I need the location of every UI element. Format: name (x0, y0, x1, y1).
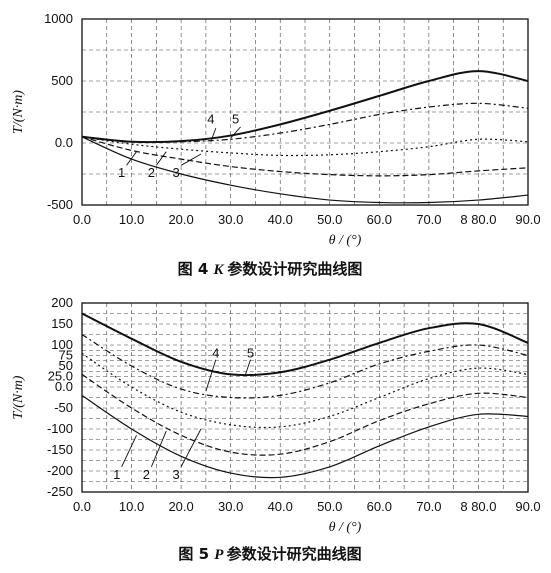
y-tick-label: -150 (47, 442, 73, 457)
x-tick-label: 90.0 (515, 212, 540, 227)
series-line-4 (81, 333, 529, 399)
y-tick-label: 100 (51, 337, 73, 352)
y-tick-label: 1000 (44, 11, 73, 26)
series-line-4 (81, 102, 529, 143)
series-label-4: 4 (212, 345, 219, 360)
caption-number: 图 4 (178, 260, 214, 278)
series-pointer-1 (126, 151, 137, 166)
series-label-4: 4 (207, 111, 214, 126)
y-tick-label: 0.0 (55, 379, 73, 394)
chart-panel-1: 0.0 10.0 20.0 30.0 40.0 50.0 60.0 70.0 8 80.0 90.… (11, 11, 541, 278)
x-tick-label: 70.0 (416, 499, 441, 514)
figure-caption: 图 4 K 参数设计研究曲线图 (178, 260, 363, 278)
x-tick-label: 8 80.0 (460, 499, 496, 514)
series-line-5 (81, 312, 529, 377)
series-pointer-5 (230, 126, 241, 139)
x-tick-label: 20.0 (168, 499, 193, 514)
x-tick-label: 10.0 (119, 499, 144, 514)
plot-frame (81, 18, 529, 206)
x-tick-label: 60.0 (367, 212, 392, 227)
x-tick-label: 8 80.0 (460, 212, 496, 227)
x-tick-label: 50.0 (317, 499, 342, 514)
x-tick-label: 40.0 (268, 499, 293, 514)
series-pointer-3 (180, 428, 202, 468)
series-label-1: 1 (113, 467, 120, 482)
series-label-2: 2 (148, 165, 155, 180)
series-pointer-5 (245, 359, 251, 375)
y-tick-label: -500 (47, 197, 73, 212)
series-line-1 (81, 394, 529, 479)
caption-parameter: P (214, 547, 226, 563)
y-tick-label: 500 (51, 73, 73, 88)
caption-number: 图 5 (178, 545, 214, 563)
x-tick-label: 40.0 (268, 212, 293, 227)
figure-caption: 图 5 P 参数设计研究曲线图 (178, 545, 361, 563)
y-tick-label: 200 (51, 295, 73, 310)
x-axis-label: θ / (°) (329, 233, 362, 248)
y-tick-label: 150 (51, 316, 73, 331)
series-line-2 (81, 373, 529, 456)
series-pointer-3 (180, 153, 202, 166)
series-label-5: 5 (247, 345, 254, 360)
series-pointer-4 (210, 127, 217, 142)
x-tick-label: 0.0 (73, 499, 91, 514)
x-tick-label: 0.0 (73, 212, 91, 227)
series-line-1 (81, 136, 529, 204)
y-tick-label: 0.0 (55, 135, 73, 150)
caption-text: 参数设计研究曲线图 (227, 260, 362, 278)
y-tick-label: 25.0 (48, 369, 73, 384)
y-tick-label: -250 (47, 484, 73, 499)
series-pointer-2 (150, 430, 167, 467)
series-line-5 (81, 70, 529, 144)
series-pointer-4 (205, 359, 217, 392)
x-tick-label: 90.0 (515, 499, 540, 514)
y-axis-label: T/(N·m) (11, 375, 26, 419)
x-tick-label: 70.0 (416, 212, 441, 227)
series-label-2: 2 (143, 467, 150, 482)
series-pointer-2 (155, 151, 167, 166)
series-label-1: 1 (118, 165, 125, 180)
series-label-3: 3 (173, 165, 180, 180)
x-tick-label: 30.0 (218, 212, 243, 227)
caption-parameter: K (213, 262, 228, 278)
caption-text: 参数设计研究曲线图 (227, 545, 362, 563)
x-axis-label: θ / (°) (329, 520, 362, 535)
chart-panel-2: 0.0 10.0 20.0 30.0 40.0 50.0 60.0 70.0 8 80.0 90.… (11, 295, 541, 563)
x-tick-label: 10.0 (119, 212, 144, 227)
y-tick-label: -200 (47, 463, 73, 478)
x-tick-label: 60.0 (367, 499, 392, 514)
series-label-3: 3 (173, 467, 180, 482)
series-line-2 (81, 136, 529, 177)
x-tick-label: 30.0 (218, 499, 243, 514)
y-tick-label: 75 (59, 348, 73, 363)
series-label-5: 5 (232, 111, 239, 126)
y-tick-label: -50 (54, 400, 73, 415)
y-tick-label: 50 (59, 358, 73, 373)
x-tick-label: 20.0 (168, 212, 193, 227)
x-tick-label: 50.0 (317, 212, 342, 227)
series-line-3 (81, 352, 529, 429)
plot-frame (81, 302, 529, 493)
y-tick-label: -100 (47, 421, 73, 436)
series-line-3 (81, 136, 529, 157)
y-axis-label: T/(N·m) (11, 90, 26, 134)
series-pointer-1 (121, 435, 137, 467)
